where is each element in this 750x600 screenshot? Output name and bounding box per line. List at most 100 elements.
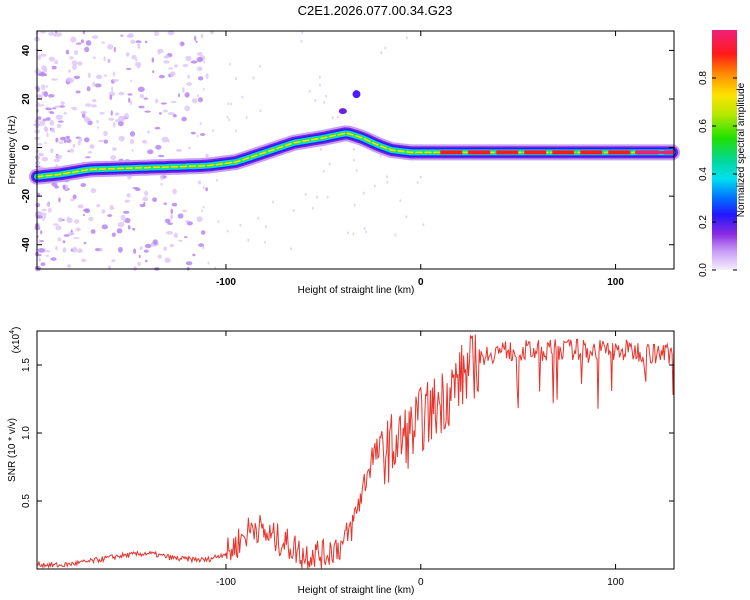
spectrogram-noise-blob	[185, 261, 193, 266]
spectrogram-noise-blob	[257, 216, 260, 220]
spectrogram-noise-blob	[215, 178, 218, 182]
spectrogram-noise-blob	[144, 243, 152, 249]
spectrogram-xtick-label: 100	[607, 277, 624, 288]
spectrogram-noise-blob	[160, 182, 163, 186]
spectrogram-noise-blob	[272, 200, 275, 204]
snr-xtick-label: 100	[607, 577, 624, 588]
spectrogram-noise-blob	[137, 86, 145, 93]
spectrogram-noise-blob	[373, 184, 376, 188]
spectrogram-noise-blob	[142, 196, 149, 202]
spectrogram-noise-blob	[39, 166, 42, 169]
spectrogram-noise-blob	[40, 53, 47, 57]
colorbar-tick-label: 0.0	[698, 263, 709, 277]
spectrogram-noise-blob	[108, 59, 111, 62]
spectrogram-noise-blob	[72, 64, 77, 71]
spectrogram-noise-blob	[166, 231, 173, 235]
spectrogram-noise-blob	[69, 148, 75, 153]
spectrogram-spot	[352, 90, 361, 99]
spectrogram-noise-blob	[197, 66, 203, 72]
spectrogram-noise-blob	[112, 71, 116, 77]
spectrogram-noise-blob	[101, 41, 105, 44]
spectrogram-noise-blob	[384, 46, 387, 50]
spectrogram-noise-blob	[40, 230, 43, 235]
spectrogram-noise-blob	[147, 130, 150, 134]
spectrogram-noise-blob	[58, 141, 64, 144]
spectrogram-noise-blob	[202, 87, 205, 91]
spectrogram-noise-blob	[265, 225, 268, 229]
spectrogram-noise-blob	[65, 49, 70, 55]
spectrogram-noise-blob	[48, 56, 55, 62]
spectrogram-noise-blob	[41, 71, 45, 77]
spectrogram-noise-blob	[34, 69, 41, 74]
spectrogram-noise-blob	[124, 113, 129, 119]
spectrogram-noise-blob	[239, 223, 242, 227]
spectrogram-noise-blob	[168, 67, 173, 70]
spectrogram-frame	[36, 30, 675, 270]
spectrogram-noise-blob	[112, 79, 119, 82]
spectrogram-noise-blob	[200, 33, 204, 39]
spectrogram-noise-blob	[57, 120, 64, 123]
spectrogram-noise-blob	[144, 190, 149, 197]
spectrogram-noise-blob	[82, 213, 85, 217]
spectrogram-noise-blob	[63, 111, 67, 115]
spectrogram-noise-blob	[138, 105, 145, 109]
spectrogram-noise-blob	[226, 229, 229, 233]
spectrogram-noise-blob	[107, 44, 114, 50]
spectrogram-noise-blob	[144, 110, 152, 113]
spectrogram-noise-blob	[94, 83, 102, 88]
spectrogram-noise-blob	[419, 175, 422, 179]
spectrogram-noise-blob	[122, 220, 125, 223]
spectrogram-noise-blob	[235, 77, 237, 80]
spectrogram-noise-blob	[88, 151, 92, 154]
spectrogram-noise-blob	[62, 184, 66, 190]
spectrogram-noise-blob	[67, 150, 70, 153]
spectrogram-noise-blob	[62, 247, 67, 253]
spectrogram-noise-blob	[84, 46, 90, 53]
spectrogram-noise-blob	[51, 78, 58, 81]
spectrogram-noise-blob	[50, 127, 56, 133]
spectrogram-noise-blob	[336, 115, 339, 119]
spectrogram-noise-blob	[96, 119, 99, 124]
spectrogram-noise-blob	[147, 149, 154, 155]
spectrogram-noise-blob	[172, 114, 177, 118]
spectrogram-noise-blob	[196, 56, 203, 63]
spectrogram-noise-blob	[37, 54, 42, 61]
spectrogram-noise-blob	[380, 51, 383, 55]
spectrogram-noise-blob	[325, 94, 328, 98]
spectrogram-noise-blob	[192, 253, 196, 257]
spectrogram-noise-blob	[54, 31, 58, 34]
spectrogram-noise-blob	[41, 208, 47, 212]
spectrogram-noise-blob	[290, 247, 292, 251]
spectrogram-noise-blob	[51, 65, 57, 70]
spectrogram-noise-blob	[110, 110, 113, 116]
spectrogram-noise-blob	[130, 100, 133, 106]
spectrogram-noise-blob	[76, 248, 83, 253]
spectrogram-noise-blob	[111, 259, 116, 263]
spectrogram-noise-blob	[125, 52, 130, 56]
spectrogram-noise-blob	[90, 229, 96, 234]
spectrogram-noise-blob	[66, 77, 73, 83]
spectrogram-noise-blob	[182, 87, 185, 93]
spectrogram-noise-blob	[323, 100, 326, 104]
spectrogram-noise-blob	[85, 40, 92, 46]
spectrogram-noise-blob	[212, 129, 215, 133]
spectrogram-noise-blob	[126, 193, 131, 198]
spectrogram-noise-blob	[46, 132, 49, 138]
spectrogram-noise-blob	[198, 97, 203, 103]
spectrogram-noise-blob	[123, 210, 130, 214]
spectrogram-noise-blob	[201, 209, 203, 213]
spectrogram-noise-blob	[81, 258, 87, 263]
spectrogram-noise-blob	[139, 246, 143, 250]
spectrogram-noise-blob	[101, 224, 109, 230]
spectrogram-noise-blob	[227, 102, 230, 106]
spectrogram-noise-blob	[37, 248, 45, 253]
spectrogram-noise-blob	[226, 115, 229, 119]
spectrogram-noise-blob	[43, 91, 49, 98]
spectrogram-noise-blob	[182, 209, 188, 212]
colorbar-tick-label: 0.6	[698, 119, 709, 133]
spectrogram-noise-blob	[113, 121, 116, 128]
spectrogram-noise-blob	[55, 225, 62, 231]
spectrogram-noise-blob	[151, 57, 155, 63]
spectrogram-noise-blob	[186, 82, 193, 86]
snr-ytick-label: 0.5	[21, 494, 32, 508]
